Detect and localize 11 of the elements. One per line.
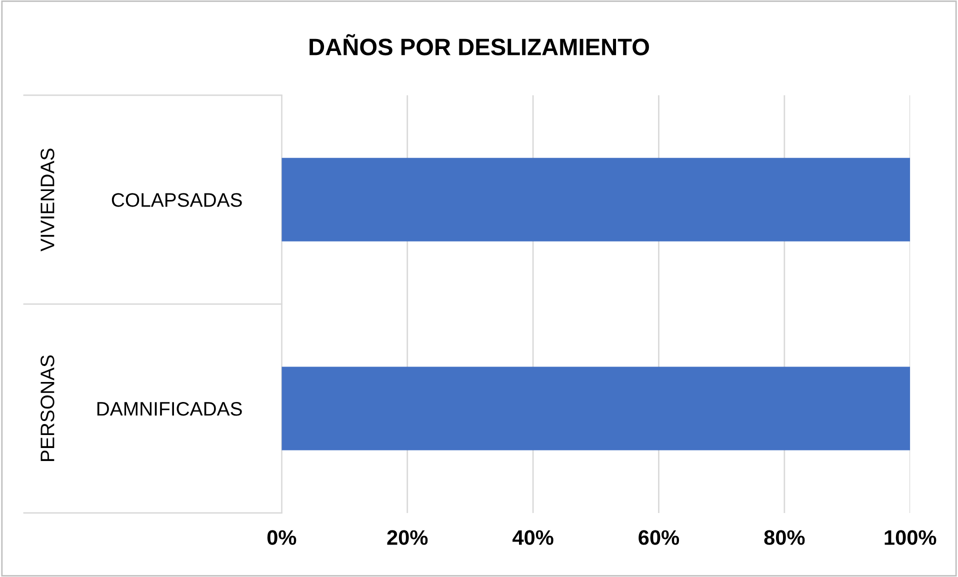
- x-tick-label: 40%: [512, 530, 554, 545]
- x-tick-label: 80%: [764, 530, 805, 545]
- text: VIVIENDAS: [40, 148, 54, 252]
- text: PERSONAS: [40, 355, 54, 461]
- y-tick-label: DAMNIFICADAS: [97, 402, 242, 416]
- y-tick-label: COLAPSADAS: [112, 193, 242, 207]
- x-tick-label: 0%: [267, 530, 296, 545]
- x-tick-label: 100%: [884, 530, 936, 545]
- x-tick-label: 20%: [387, 530, 428, 545]
- x-tick-label: 60%: [638, 530, 680, 545]
- chart-title: DAÑOS POR DESLIZAMIENTO: [310, 34, 649, 56]
